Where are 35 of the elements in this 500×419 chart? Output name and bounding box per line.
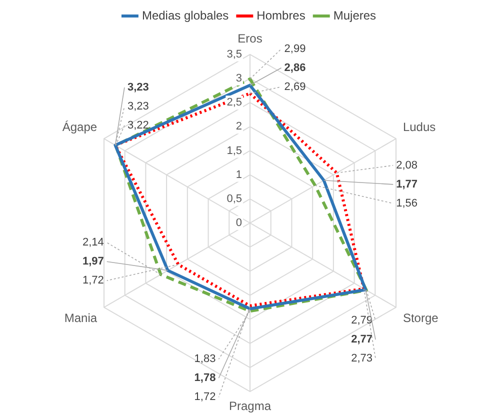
data-label: 2,08	[396, 159, 418, 172]
data-label: 2,73	[351, 352, 373, 365]
y-tick-label: 0	[236, 217, 242, 230]
data-label: 1,77	[396, 178, 418, 190]
data-label: 2,77	[351, 334, 373, 346]
legend-label: Hombres	[256, 8, 306, 22]
spoke-label: Mania	[64, 310, 98, 325]
data-label: 2,14	[82, 236, 104, 249]
y-tick-label: 2,5	[226, 96, 242, 109]
legend-label: Mujeres	[333, 8, 376, 22]
data-label: 1,78	[194, 372, 216, 384]
y-tick-label: 3	[236, 72, 242, 85]
y-tick-label: 1,5	[226, 144, 242, 157]
data-label: 1,97	[82, 256, 104, 268]
data-label: 1,83	[194, 353, 216, 366]
data-label: 3,23	[127, 82, 149, 94]
spoke-label: Eros	[238, 32, 262, 46]
data-label: 3,23	[127, 100, 149, 113]
data-label: 1,72	[194, 391, 216, 404]
data-label: 2,69	[284, 80, 306, 93]
data-label: 1,72	[82, 274, 104, 287]
data-label: 3,22	[127, 120, 149, 132]
spoke-label: Storge	[402, 310, 439, 325]
data-label: 2,99	[284, 42, 306, 55]
legend-label: Medias globales	[142, 8, 229, 22]
spoke-label: Pragma	[228, 399, 272, 414]
data-label: 1,56	[396, 197, 418, 210]
y-tick-label: 2	[236, 120, 242, 133]
data-label: 2,86	[284, 62, 306, 74]
y-tick-label: 1	[236, 168, 242, 181]
spoke-label: Ágape	[62, 120, 98, 134]
y-tick-label: 0,5	[226, 192, 242, 205]
data-label: 2,79	[351, 314, 373, 327]
y-tick-label: 3,5	[226, 48, 242, 60]
spoke-label: Ludus	[402, 120, 436, 134]
